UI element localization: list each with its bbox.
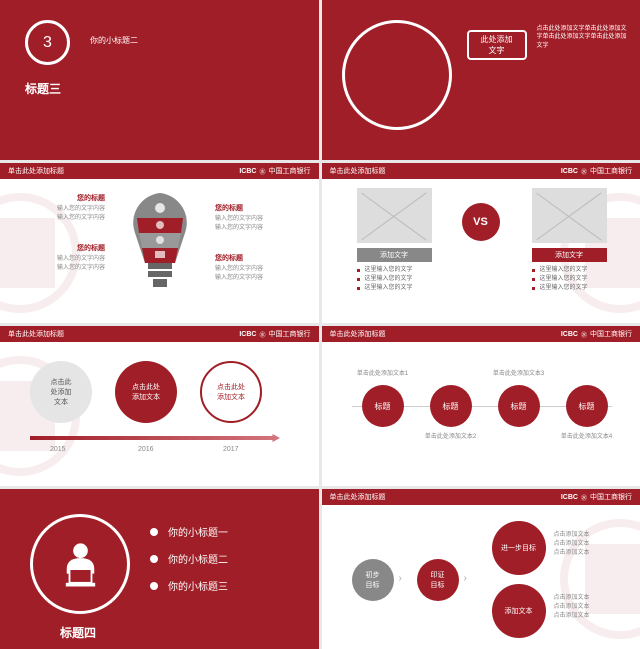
slide-vs: 单击此处添加标题 ICBC ㊌ 中国工商银行 VS 添加文字 添加文字 这里输入… xyxy=(322,163,640,323)
arrow-icon: › xyxy=(464,573,467,584)
title: 标题三 xyxy=(25,80,61,97)
slide-header: 单击此处添加标题 ICBC ㊌ 中国工商银行 xyxy=(322,163,640,179)
vs-badge: VS xyxy=(462,203,500,241)
brand: ICBC ㊌ 中国工商银行 xyxy=(561,492,632,502)
brand: ICBC ㊌ 中国工商银行 xyxy=(239,166,310,176)
bullet-list: 你的小标题一 你的小标题二 你的小标题三 xyxy=(150,524,228,605)
title: 标题四 xyxy=(60,624,96,641)
slide-timeline: 单击此处添加标题 ICBC ㊌ 中国工商银行 点击此 处添加 文本 点击此处 添… xyxy=(0,326,319,486)
brand: ICBC ㊌ 中国工商银行 xyxy=(561,166,632,176)
timeline-node-3: 点击此处 添加文本 xyxy=(200,361,262,423)
label-bar-left: 添加文字 xyxy=(357,248,432,262)
slide-title-4: 你的小标题一 你的小标题二 你的小标题三 标题四 xyxy=(0,489,319,649)
process-label-1: 单击此处添加文本1 xyxy=(353,368,413,377)
big-circle xyxy=(342,20,452,130)
header-title: 单击此处添加标题 xyxy=(8,166,64,176)
person-laptop-icon xyxy=(53,537,108,592)
flow-step-1: 初步 目标 xyxy=(352,559,394,601)
slide-header: 单击此处添加标题 ICBC ㊌ 中国工商银行 xyxy=(322,326,640,342)
flow-desc-2: 点击添加文本 点击添加文本 点击添加文本 xyxy=(554,592,590,619)
process-label-3: 单击此处添加文本3 xyxy=(489,368,549,377)
timeline-node-1: 点击此 处添加 文本 xyxy=(30,361,92,423)
flow-desc-1: 点击添加文本 点击添加文本 点击添加文本 xyxy=(554,529,590,556)
process-node-2: 标题 xyxy=(430,385,472,427)
callout-2: 您的标题输入您的文字内容 输入您的文字内容 xyxy=(215,203,290,231)
placeholder-image-right xyxy=(532,188,607,243)
bullet-3: 你的小标题三 xyxy=(150,578,228,593)
bullet-list-left: 这里输入您的文字这里输入您的文字这里输入您的文字 xyxy=(357,266,447,293)
header-title: 单击此处添加标题 xyxy=(330,329,386,339)
header-title: 单击此处添加标题 xyxy=(330,492,386,502)
year-3: 2017 xyxy=(223,446,239,453)
slide-title-3: 3 你的小标题二 标题三 xyxy=(0,0,319,160)
header-title: 单击此处添加标题 xyxy=(330,166,386,176)
callout-1: 您的标题输入您的文字内容 输入您的文字内容 xyxy=(30,193,105,221)
slide-header: 单击此处添加标题 ICBC ㊌ 中国工商银行 xyxy=(322,489,640,505)
callout-4: 您的标题输入您的文字内容 输入您的文字内容 xyxy=(215,253,290,281)
lightbulb-icon xyxy=(125,188,195,298)
number-circle: 3 xyxy=(25,20,70,65)
placeholder-image-left xyxy=(357,188,432,243)
subtitle: 你的小标题二 xyxy=(90,35,138,46)
flow-step-4: 添加文本 xyxy=(492,584,546,638)
slide-circle-text: 此处添加 文字 点击此处添加文字单击此处添加文字单击此处添加文字单击此处添加文字 xyxy=(322,0,640,160)
process-node-1: 标题 xyxy=(362,385,404,427)
flow-step-2: 印证 目标 xyxy=(417,559,459,601)
process-label-2: 单击此处添加文本2 xyxy=(421,431,481,440)
process-node-3: 标题 xyxy=(498,385,540,427)
year-1: 2015 xyxy=(50,446,66,453)
timeline-node-2: 点击此处 添加文本 xyxy=(115,361,177,423)
person-icon-ring xyxy=(30,514,130,614)
slide-flow: 单击此处添加标题 ICBC ㊌ 中国工商银行 初步 目标 › 印证 目标 › 进… xyxy=(322,489,640,649)
process-node-4: 标题 xyxy=(566,385,608,427)
slide-bulb: 单击此处添加标题 ICBC ㊌ 中国工商银行 您的标题输入您的文字内容 输入您的… xyxy=(0,163,319,323)
slide-process: 单击此处添加标题 ICBC ㊌ 中国工商银行 标题 标题 标题 标题 单击此处添… xyxy=(322,326,640,486)
bullet-2: 你的小标题二 xyxy=(150,551,228,566)
process-label-4: 单击此处添加文本4 xyxy=(557,431,617,440)
bullet-1: 你的小标题一 xyxy=(150,524,228,539)
year-2: 2016 xyxy=(138,446,154,453)
callout-3: 您的标题输入您的文字内容 输入您的文字内容 xyxy=(30,243,105,271)
brand: ICBC ㊌ 中国工商银行 xyxy=(239,329,310,339)
slide-header: 单击此处添加标题 ICBC ㊌ 中国工商银行 xyxy=(0,163,319,179)
arrow-icon: › xyxy=(399,573,402,584)
label-bar-right: 添加文字 xyxy=(532,248,607,262)
description: 点击此处添加文字单击此处添加文字单击此处添加文字单击此处添加文字 xyxy=(537,25,632,50)
brand: ICBC ㊌ 中国工商银行 xyxy=(561,329,632,339)
bullet-list-right: 这里输入您的文字这里输入您的文字这里输入您的文字 xyxy=(532,266,622,293)
label-box: 此处添加 文字 xyxy=(467,30,527,60)
header-title: 单击此处添加标题 xyxy=(8,329,64,339)
flow-step-3: 进一步目标 xyxy=(492,521,546,575)
slide-header: 单击此处添加标题 ICBC ㊌ 中国工商银行 xyxy=(0,326,319,342)
